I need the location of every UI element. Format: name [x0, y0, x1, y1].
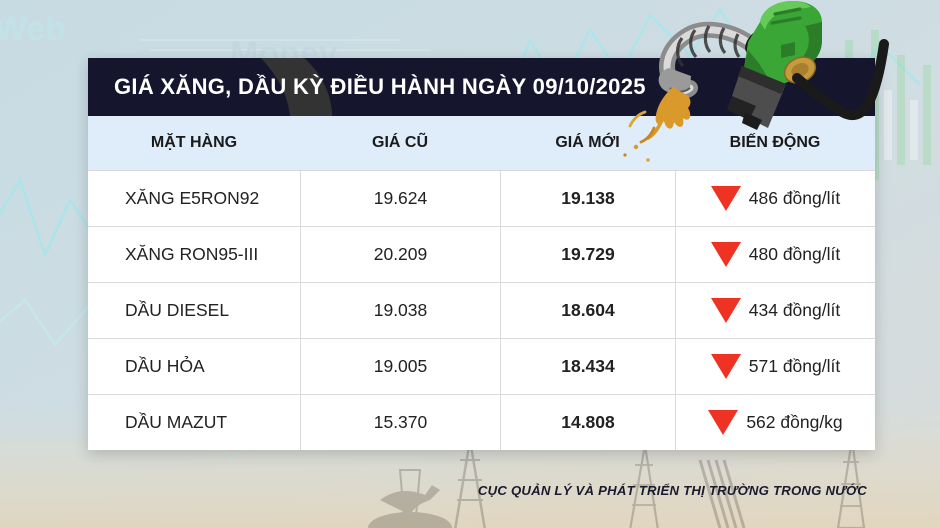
- svg-text:Web: Web: [0, 10, 66, 48]
